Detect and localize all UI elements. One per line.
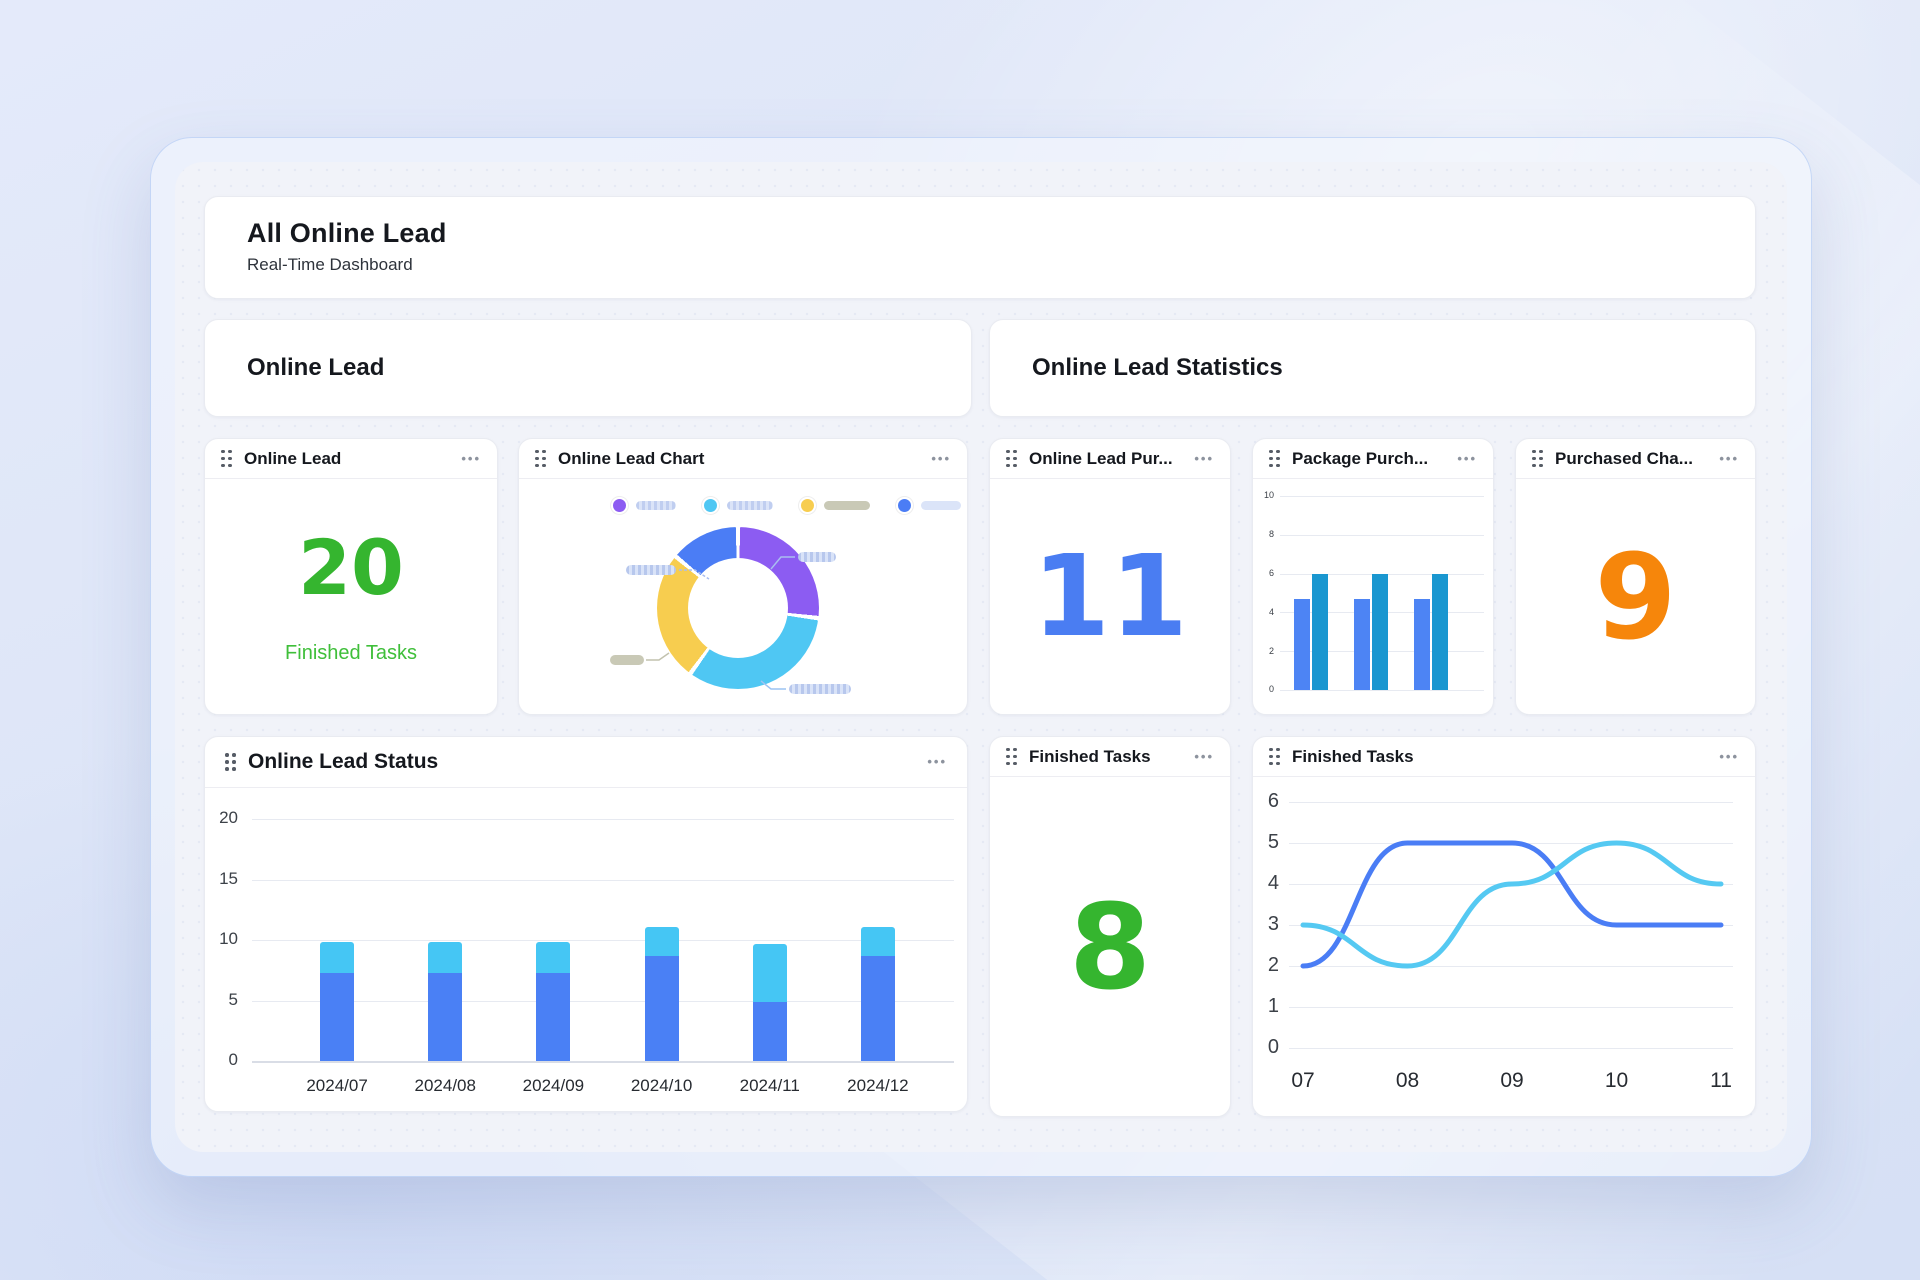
- drag-handle-icon[interactable]: [221, 449, 232, 468]
- drag-handle-icon[interactable]: [1269, 449, 1280, 468]
- widget-title: Online Lead Pur...: [1029, 448, 1173, 468]
- widget-title: Online Lead Status: [248, 750, 439, 773]
- more-menu-button[interactable]: •••: [461, 450, 481, 466]
- widget-finished-tasks-stat: Finished Tasks ••• 8: [989, 736, 1231, 1117]
- more-menu-button[interactable]: •••: [931, 450, 951, 466]
- legend-label-redacted: [727, 501, 773, 510]
- widget-online-lead-purchase: Online Lead Pur... ••• 11: [989, 438, 1231, 715]
- legend-dot: [799, 497, 816, 514]
- widget-online-lead: Online Lead ••• 20 Finished Tasks: [204, 438, 498, 715]
- stat-value: 8: [1068, 878, 1152, 1016]
- widget-title: Package Purch...: [1292, 448, 1429, 468]
- widget-title: Finished Tasks: [1029, 746, 1151, 766]
- section-header-online-lead-statistics: Online Lead Statistics: [989, 319, 1756, 417]
- more-menu-button[interactable]: •••: [1194, 450, 1214, 466]
- stat-label: Finished Tasks: [285, 641, 417, 664]
- more-menu-button[interactable]: •••: [1194, 748, 1214, 764]
- legend-label-redacted: [921, 501, 961, 510]
- donut-chart[interactable]: [519, 479, 967, 714]
- finished-tasks-line-chart[interactable]: 6 5 4 3 2 1 0 07 08 09 10 11: [1267, 789, 1733, 1092]
- widget-finished-tasks-line: Finished Tasks ••• 6 5 4 3 2 1 0 07 08 09 10 11: [1252, 736, 1756, 1117]
- legend-item: [702, 497, 773, 514]
- widget-title: Finished Tasks: [1292, 746, 1414, 766]
- widget-purchased-channel: Purchased Cha... ••• 9: [1515, 438, 1756, 715]
- more-menu-button[interactable]: •••: [1719, 748, 1739, 764]
- donut-hole: [688, 558, 788, 658]
- legend-label-redacted: [636, 501, 676, 510]
- drag-handle-icon[interactable]: [535, 449, 546, 468]
- page-header-card: All Online Lead Real-Time Dashboard: [204, 196, 1756, 299]
- legend-dot: [896, 497, 913, 514]
- callout-label-redacted: [789, 684, 851, 694]
- drag-handle-icon[interactable]: [1006, 449, 1017, 468]
- dashboard-panel: All Online Lead Real-Time Dashboard Onli…: [175, 162, 1787, 1152]
- section-title: Online Lead Statistics: [1032, 354, 1283, 381]
- legend-dot: [611, 497, 628, 514]
- widget-online-lead-chart: Online Lead Chart •••: [518, 438, 968, 715]
- widget-title: Online Lead Chart: [558, 448, 705, 468]
- widget-package-purchase: Package Purch... ••• 10 8 6 4 2 0: [1252, 438, 1494, 715]
- page-subtitle: Real-Time Dashboard: [247, 255, 413, 274]
- stat-value: 20: [298, 522, 404, 612]
- legend-label-redacted: [824, 501, 870, 510]
- drag-handle-icon[interactable]: [1269, 747, 1280, 766]
- widget-online-lead-status: Online Lead Status ••• 20 15 10 5 0 2024/07 20…: [204, 736, 968, 1112]
- legend-item: [896, 497, 961, 514]
- drag-handle-icon[interactable]: [225, 753, 236, 771]
- section-header-online-lead: Online Lead: [204, 319, 972, 417]
- drag-handle-icon[interactable]: [1006, 747, 1017, 766]
- widget-title: Purchased Cha...: [1555, 448, 1693, 468]
- legend-dot: [702, 497, 719, 514]
- donut-ring[interactable]: [657, 527, 819, 689]
- stat-value: 11: [1032, 532, 1188, 662]
- section-title: Online Lead: [247, 354, 385, 381]
- more-menu-button[interactable]: •••: [927, 754, 947, 769]
- callout-label-redacted: [610, 655, 644, 665]
- drag-handle-icon[interactable]: [1532, 449, 1543, 468]
- legend-item: [799, 497, 870, 514]
- dashboard-frame: All Online Lead Real-Time Dashboard Onli…: [150, 137, 1812, 1177]
- more-menu-button[interactable]: •••: [1719, 450, 1739, 466]
- legend-item: [611, 497, 676, 514]
- page-title: All Online Lead: [247, 218, 447, 248]
- widget-title: Online Lead: [244, 448, 342, 468]
- more-menu-button[interactable]: •••: [1457, 450, 1477, 466]
- callout-label-redacted: [626, 565, 676, 575]
- chart-legend: [611, 497, 967, 514]
- package-bar-chart[interactable]: 10 8 6 4 2 0: [1253, 479, 1493, 714]
- callout-label-redacted: [798, 552, 836, 562]
- status-stacked-bar-chart[interactable]: 20 15 10 5 0 2024/07 2024/08 2024/09 2024/10 2024…: [205, 788, 967, 1111]
- stat-value: 9: [1594, 528, 1677, 666]
